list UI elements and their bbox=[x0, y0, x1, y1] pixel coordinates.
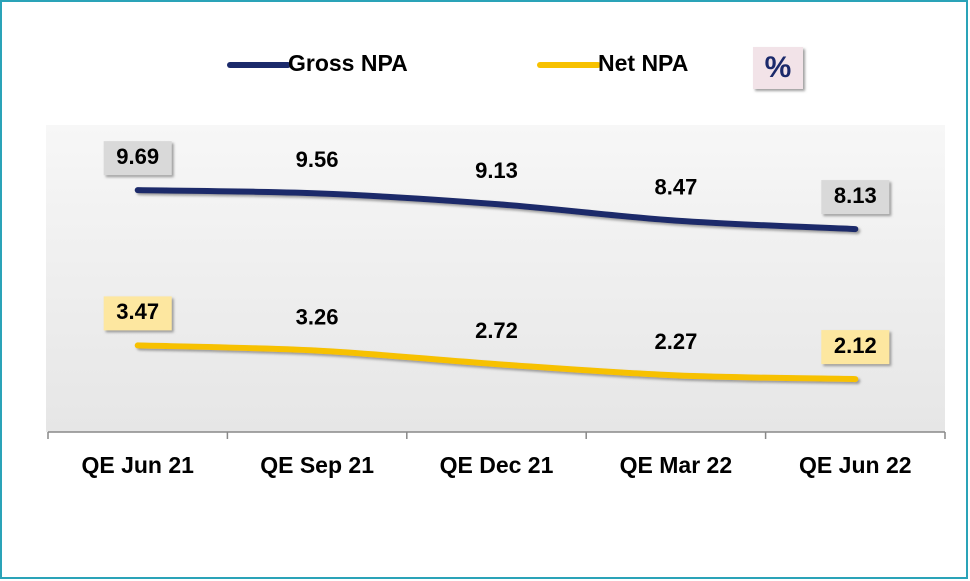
data-label: 9.13 bbox=[475, 158, 518, 183]
data-label: 2.27 bbox=[654, 329, 697, 354]
x-tick-label: QE Jun 21 bbox=[81, 452, 194, 478]
series-line bbox=[134, 342, 859, 383]
x-tick-label: QE Mar 22 bbox=[620, 452, 733, 478]
data-label: 3.47 bbox=[116, 299, 159, 324]
data-label: 8.13 bbox=[834, 183, 877, 208]
x-tick-label: QE Jun 22 bbox=[799, 452, 911, 478]
data-label: 9.69 bbox=[116, 144, 159, 169]
data-label: 3.26 bbox=[296, 304, 339, 329]
data-label: 2.12 bbox=[834, 333, 877, 358]
legend-label: Gross NPA bbox=[288, 50, 408, 76]
series-line bbox=[134, 187, 859, 233]
x-tick-label: QE Dec 21 bbox=[440, 452, 554, 478]
data-label: 8.47 bbox=[654, 174, 697, 199]
x-tick-label: QE Sep 21 bbox=[260, 452, 374, 478]
data-label-box bbox=[821, 180, 890, 215]
data-label-box bbox=[821, 330, 890, 365]
data-label-box bbox=[103, 141, 172, 176]
unit-box bbox=[753, 47, 803, 89]
data-label: 9.56 bbox=[296, 147, 339, 172]
unit-label: % bbox=[765, 51, 792, 84]
data-label: 2.72 bbox=[475, 318, 518, 343]
data-label-box bbox=[103, 296, 172, 331]
legend-label: Net NPA bbox=[598, 50, 688, 76]
